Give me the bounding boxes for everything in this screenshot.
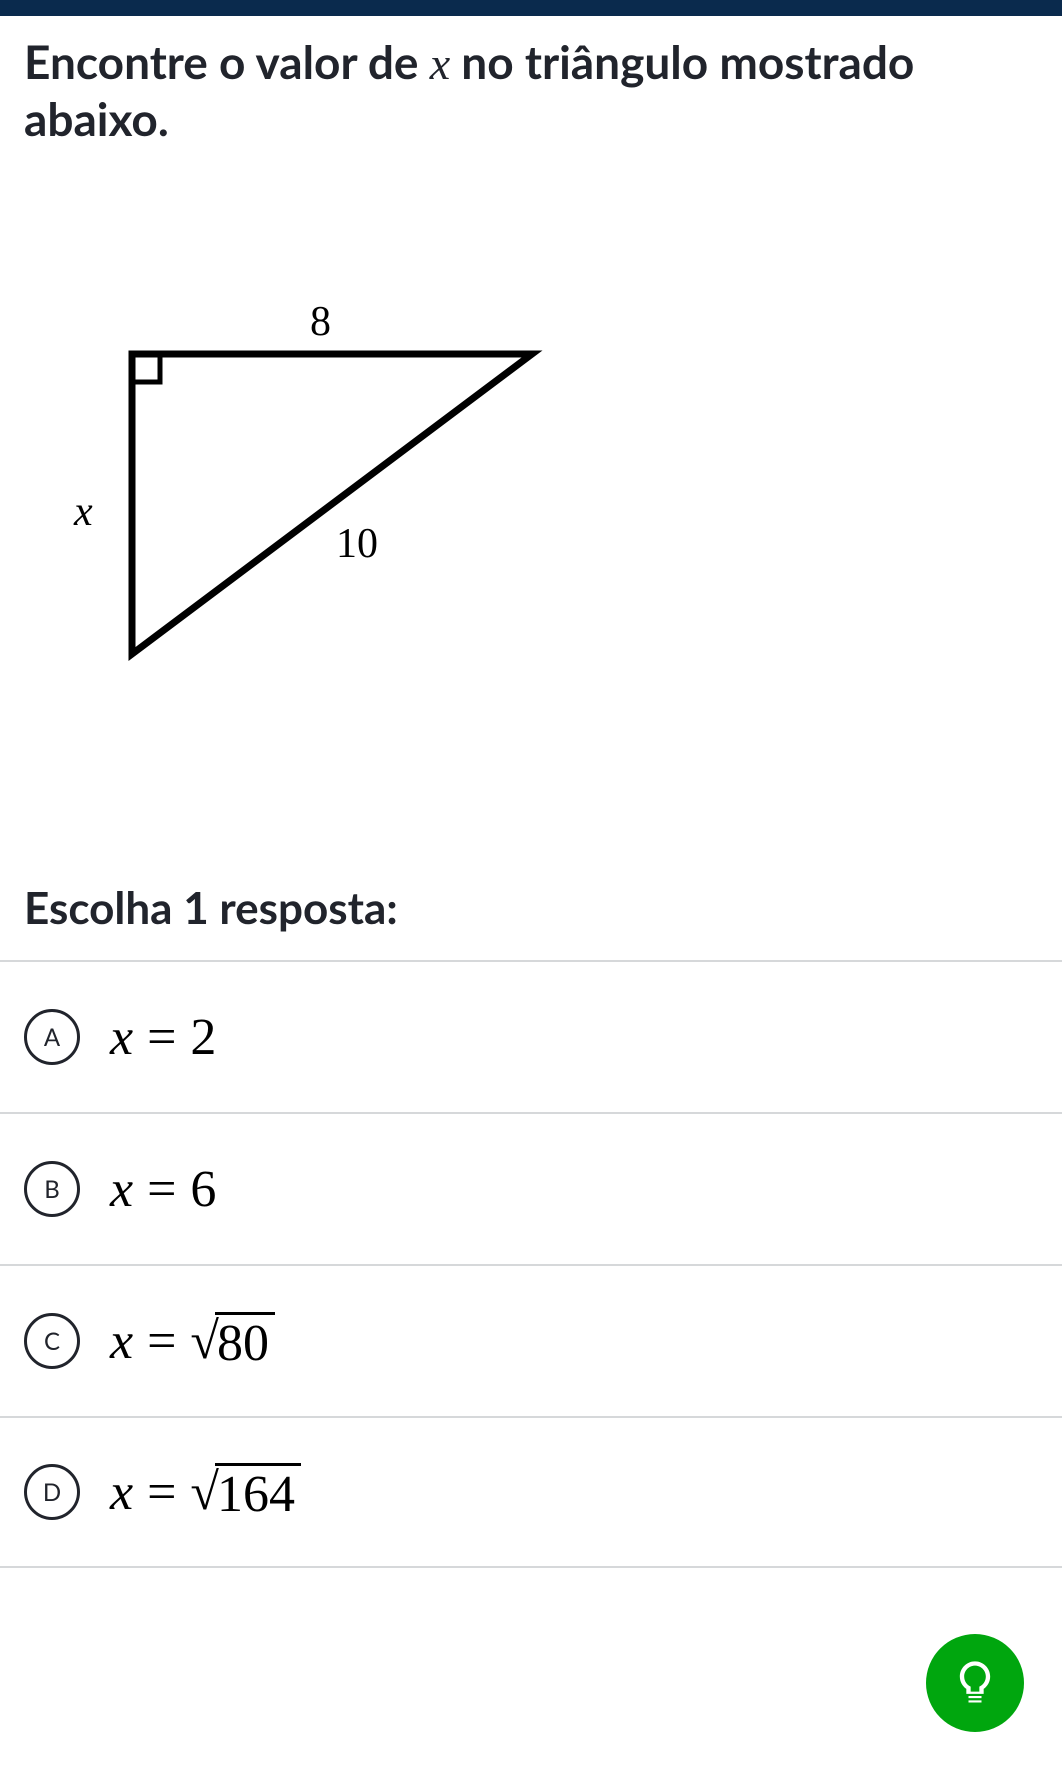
choice-a[interactable]: A x = 2 [0,960,1062,1112]
question-pre: Encontre o valor de [24,34,430,89]
choice-d[interactable]: D x = √ 164 [0,1416,1062,1568]
sqrt-icon: √ [190,1316,219,1368]
label-left: x [74,488,93,536]
triangle-svg [70,290,630,710]
choice-a-text: x = 2 [110,962,216,1112]
choice-c-text: x = √ 80 [110,1266,275,1416]
choice-value: 164 [215,1463,301,1521]
choice-var: x [110,1160,133,1219]
label-hypotenuse: 10 [336,520,378,568]
lightbulb-icon [949,1657,1001,1709]
top-bar [0,0,1062,16]
choice-var: x [110,1312,133,1371]
right-angle-mark [132,354,160,382]
radio-d[interactable]: D [24,1464,80,1520]
choose-prompt: Escolha 1 resposta: [24,882,398,934]
choice-value: 80 [215,1312,275,1370]
choice-d-text: x = √ 164 [110,1418,301,1566]
sqrt-wrap: √ 164 [190,1463,301,1521]
triangle-shape [132,354,532,654]
equals-sign: = [147,1008,176,1067]
choice-c[interactable]: C x = √ 80 [0,1264,1062,1416]
equals-sign: = [147,1160,176,1219]
label-top: 8 [310,298,331,346]
sqrt-wrap: √ 80 [190,1312,275,1370]
choice-var: x [110,1463,133,1522]
sqrt-icon: √ [190,1467,219,1519]
equals-sign: = [147,1463,176,1522]
radio-letter: B [44,1175,60,1204]
choice-b[interactable]: B x = 6 [0,1112,1062,1264]
radio-c[interactable]: C [24,1313,80,1369]
question-var: x [430,38,450,89]
triangle-figure: 8 x 10 [70,290,630,710]
choice-var: x [110,1008,133,1067]
radio-letter: C [44,1327,60,1356]
question-text: Encontre o valor de x no triângulo mostr… [24,34,1038,146]
radio-b[interactable]: B [24,1161,80,1217]
choice-b-text: x = 6 [110,1114,216,1264]
hint-button[interactable] [926,1634,1024,1732]
choice-value: 6 [190,1160,216,1219]
choice-list: A x = 2 B x = 6 C x = √ 80 [0,960,1062,1568]
equals-sign: = [147,1312,176,1371]
radio-a[interactable]: A [24,1009,80,1065]
radio-letter: A [44,1023,60,1052]
radio-letter: D [43,1478,61,1507]
choice-value: 2 [190,1008,216,1067]
